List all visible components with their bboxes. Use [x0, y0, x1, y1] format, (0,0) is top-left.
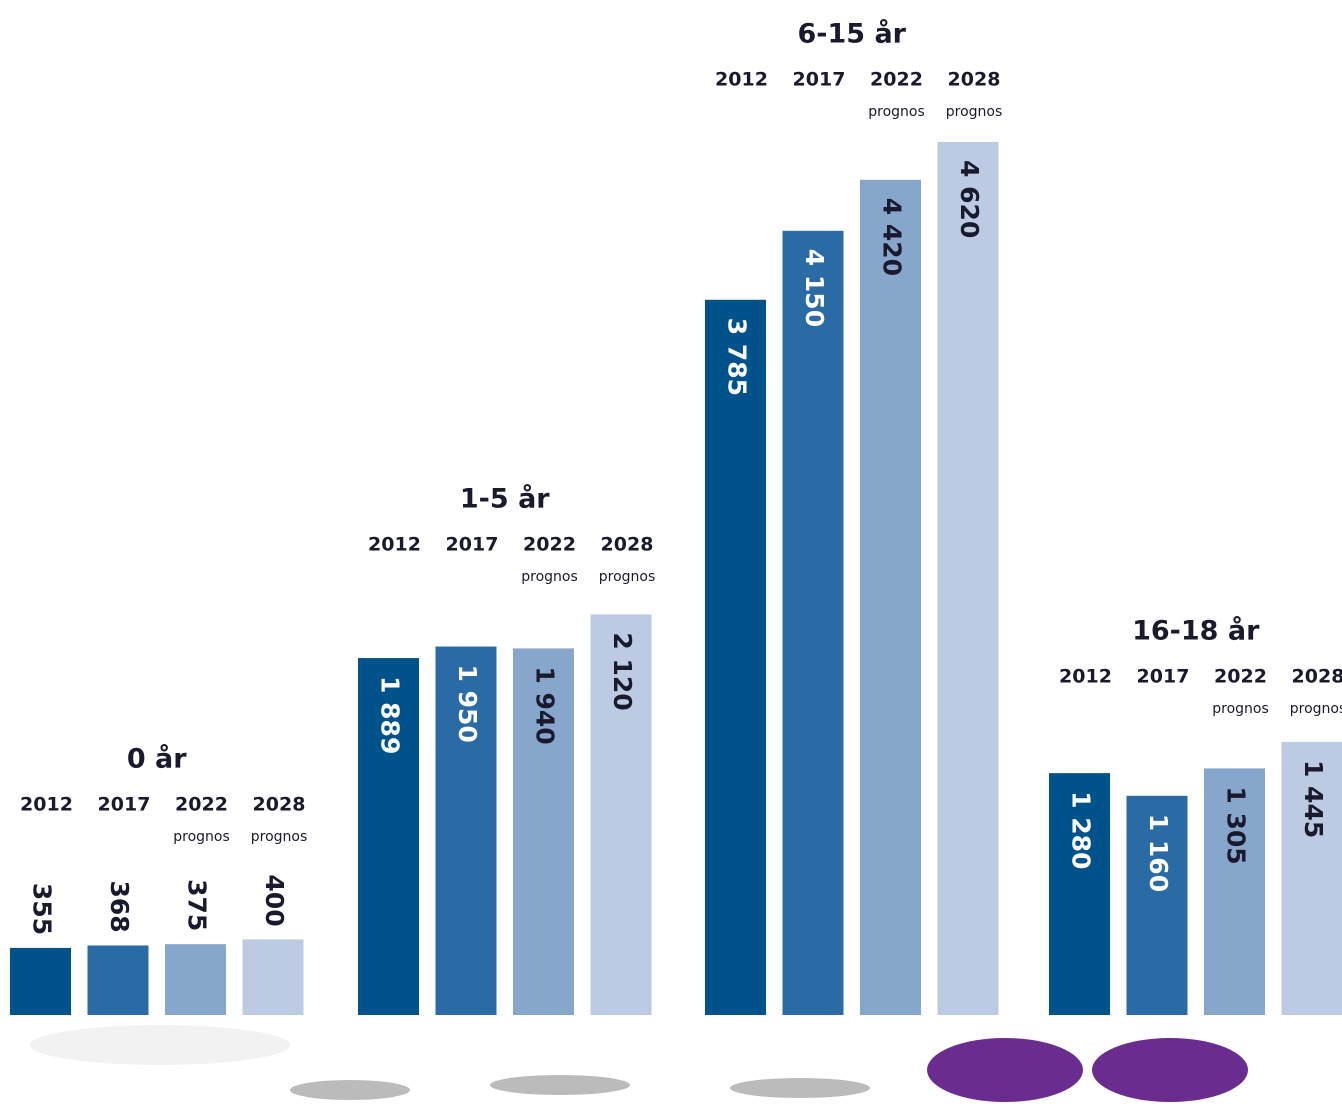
x-tick-label: 2017 [98, 794, 151, 816]
x-tick-label: 2012 [20, 794, 73, 816]
value-label: 375 [183, 879, 212, 931]
bar [513, 648, 574, 1015]
category-note: prognos [946, 104, 1003, 120]
value-label: 4 620 [955, 160, 984, 238]
value-label: 1 950 [453, 665, 482, 743]
category-note: prognos [521, 569, 578, 585]
bar [860, 179, 921, 1015]
x-tick-label: 2028 [948, 69, 1001, 91]
value-label: 1 940 [531, 666, 560, 744]
x-tick-label: 2022 [175, 794, 228, 816]
value-label: 1 160 [1144, 814, 1173, 892]
shadow [290, 1080, 410, 1100]
category-note: prognos [1212, 701, 1269, 717]
bar [937, 142, 999, 1015]
category-note: prognos [251, 829, 308, 845]
x-tick-label: 2017 [793, 69, 846, 91]
x-tick-label: 2028 [253, 794, 306, 816]
bar [1204, 768, 1265, 1015]
x-tick-label: 2017 [1137, 666, 1190, 688]
x-tick-label: 2028 [601, 534, 654, 556]
value-label: 1 889 [376, 676, 405, 754]
chair-base [1092, 1038, 1248, 1102]
value-label: 4 150 [800, 249, 829, 327]
bar [1126, 795, 1188, 1015]
value-label: 1 280 [1067, 791, 1096, 869]
bar [705, 299, 766, 1015]
shadow [730, 1078, 870, 1098]
shadow [490, 1075, 630, 1095]
value-label: 1 305 [1222, 786, 1251, 864]
bar [242, 939, 304, 1015]
value-label: 4 420 [878, 198, 907, 276]
x-tick-label: 2012 [1059, 666, 1112, 688]
chair-base [927, 1038, 1083, 1102]
bar [87, 945, 149, 1015]
babies [30, 1025, 290, 1065]
category-note: prognos [1290, 701, 1342, 717]
value-label: 1 445 [1299, 760, 1328, 838]
bar [358, 658, 419, 1015]
x-tick-label: 2012 [368, 534, 421, 556]
bar [1281, 741, 1342, 1015]
value-label: 355 [28, 883, 57, 935]
x-tick-label: 2028 [1292, 666, 1342, 688]
bar [10, 947, 71, 1015]
category-note: prognos [868, 104, 925, 120]
bar [435, 646, 497, 1015]
group-title: 0 år [127, 743, 187, 775]
x-tick-label: 2012 [715, 69, 768, 91]
bar [590, 614, 652, 1015]
bar [165, 944, 226, 1015]
group-title: 6-15 år [797, 18, 906, 50]
category-note: prognos [173, 829, 230, 845]
illustration [30, 1025, 1248, 1102]
value-label: 3 785 [723, 318, 752, 396]
value-label: 400 [260, 874, 289, 926]
bar [1049, 773, 1110, 1015]
group-title: 1-5 år [460, 483, 550, 515]
x-tick-label: 2017 [446, 534, 499, 556]
x-tick-label: 2022 [1214, 666, 1267, 688]
x-tick-label: 2022 [870, 69, 923, 91]
group-title: 16-18 år [1132, 615, 1260, 647]
x-tick-label: 2022 [523, 534, 576, 556]
value-label: 368 [105, 880, 134, 932]
value-label: 2 120 [608, 632, 637, 710]
category-note: prognos [599, 569, 656, 585]
bar [782, 230, 844, 1015]
